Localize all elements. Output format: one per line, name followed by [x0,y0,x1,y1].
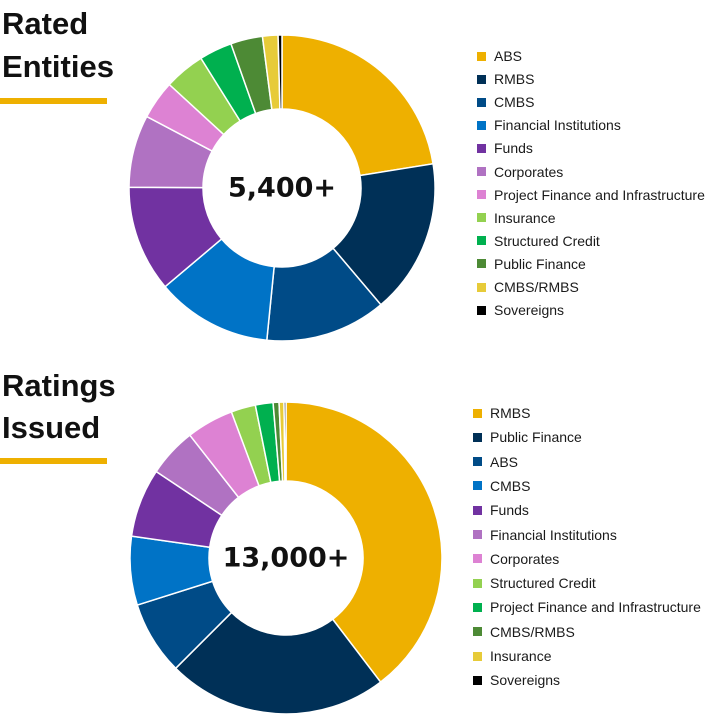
legend-swatch [477,51,486,61]
legend-swatch [473,457,482,467]
chart-2-legend-item-rmbs: RMBS [473,405,530,421]
chart-1-legend-item-public-finance: Public Finance [477,256,586,272]
legend-label: CMBS/RMBS [494,279,579,295]
chart-1-legend-item-insurance: Insurance [477,210,555,226]
chart-1-legend-item-corporates: Corporates [477,164,563,180]
chart-2-legend-item-financial-institutions: Financial Institutions [473,527,617,543]
legend-swatch [473,578,482,588]
chart-1-legend-item-structured-credit: Structured Credit [477,233,600,249]
legend-label: Public Finance [490,429,582,446]
chart-2-title-underline [0,458,107,464]
chart-1-legend: ABS RMBS CMBS Financial Institutions Funds Co… [477,48,720,323]
legend-label: Project Finance and Infrastructure [490,599,701,616]
legend-swatch [477,190,486,200]
chart-1-title-underline [0,98,107,104]
chart-2-title-line-2: Issued [2,410,101,445]
legend-label: Financial Institutions [490,526,617,543]
chart-1-slice-abs [281,34,434,177]
legend-swatch [473,651,482,661]
chart-1-slice-rmbs [332,162,436,306]
legend-swatch [477,120,486,130]
chart-2-legend-item-public-finance: Public Finance [473,429,582,445]
chart-2-legend-item-cmbs-rmbs: CMBS/RMBS [473,624,575,640]
chart-2-slice-public-finance [174,611,382,715]
chart-1-legend-item-abs: ABS [477,48,522,64]
chart-1-title-line-2: Entities [2,49,114,84]
chart-1-slice-sovereigns [277,34,283,110]
chart-2-legend-item-insurance: Insurance [473,648,551,664]
chart-1-legend-item-cmbs-rmbs: CMBS/RMBS [477,279,579,295]
legend-label: Sovereigns [490,672,561,689]
legend-swatch [477,74,486,84]
legend-label: Structured Credit [490,575,596,592]
chart-2-slice-sovereigns [283,401,287,482]
legend-swatch [473,675,482,685]
legend-label: Financial Institutions [494,117,621,134]
legend-label: CMBS/RMBS [490,623,575,640]
legend-label: ABS [490,453,519,470]
legend-swatch [477,167,486,176]
legend-label: Project Finance and Infrastructure [494,186,705,203]
legend-label: Sovereigns [494,302,565,319]
chart-1-total-label: 5,400+ [228,173,336,204]
legend-label: CMBS [490,477,531,494]
legend-swatch [477,236,486,246]
chart-2-legend-item-corporates: Corporates [473,551,559,567]
legend-label: ABS [494,48,523,64]
legend-label: RMBS [490,405,531,421]
legend-label: Public Finance [494,255,586,272]
chart-2-total-label: 13,000+ [223,543,350,574]
legend-label: RMBS [494,71,535,88]
chart-1-legend-item-cmbs: CMBS [477,94,534,110]
legend-swatch [473,408,482,418]
chart-2-legend-item-project-finance-and-infrastructure: Project Finance and Infrastructure [473,599,701,615]
legend-swatch [473,627,482,637]
legend-label: Corporates [494,163,564,180]
chart-2-slice-rmbs [285,401,443,684]
legend-swatch [477,213,486,223]
legend-label: Funds [490,502,529,519]
legend-swatch [477,143,486,153]
chart-2-legend-item-funds: Funds [473,502,529,518]
legend-swatch [477,282,486,292]
legend-label: Structured Credit [494,232,600,249]
chart-1-title-line-1: Rated [2,6,89,41]
chart-1-legend-item-funds: Funds [477,140,533,156]
chart-1-donut: 5,400+ [128,34,436,342]
chart-1-legend-item-sovereigns: Sovereigns [477,302,564,318]
legend-swatch [473,432,482,442]
legend-swatch [477,97,486,107]
chart-2-legend-item-structured-credit: Structured Credit [473,575,596,591]
chart-2-title-line-1: Ratings [2,368,116,403]
chart-2-legend: RMBS Public Finance ABS CMBS Funds Financial … [473,405,720,695]
chart-2-donut: 13,000+ [129,401,443,715]
legend-swatch [473,481,482,491]
legend-swatch [477,305,486,315]
legend-swatch [473,530,482,539]
legend-label: Corporates [490,550,560,567]
chart-2-legend-item-cmbs: CMBS [473,478,530,494]
legend-label: Funds [494,140,533,157]
chart-2-legend-item-abs: ABS [473,454,518,470]
chart-2-legend-item-sovereigns: Sovereigns [473,672,560,688]
legend-label: CMBS [494,94,535,111]
legend-swatch [473,554,482,564]
chart-1-legend-item-project-finance-and-infrastructure: Project Finance and Infrastructure [477,187,705,203]
legend-swatch [477,259,486,269]
legend-swatch [473,602,482,612]
legend-swatch [473,505,482,515]
legend-label: Insurance [490,648,552,664]
legend-label: Insurance [494,209,556,226]
chart-1-legend-item-financial-institutions: Financial Institutions [477,117,621,133]
chart-1-legend-item-rmbs: RMBS [477,71,534,87]
